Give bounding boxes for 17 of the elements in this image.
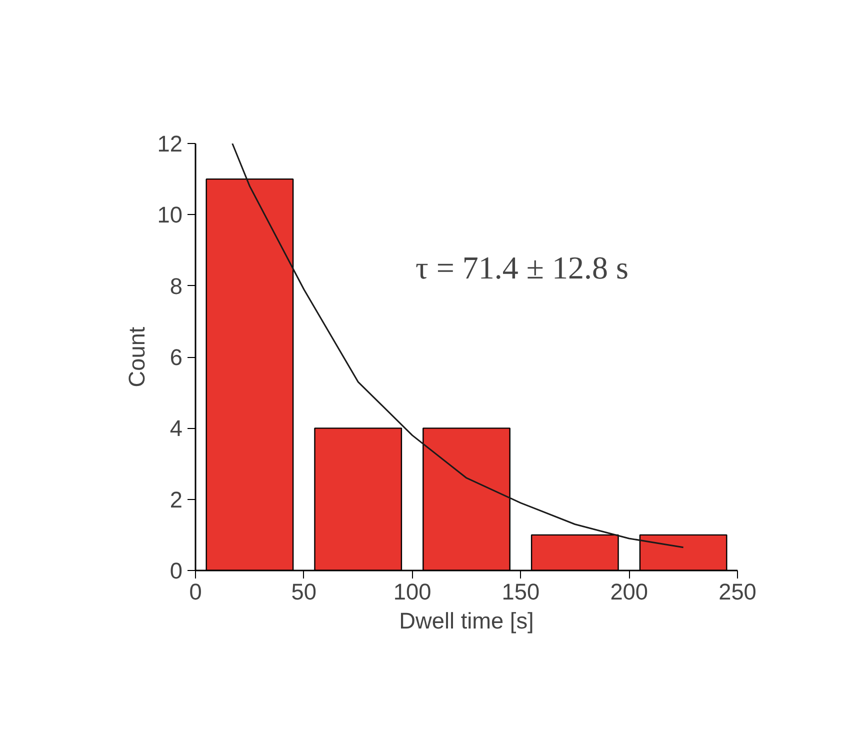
y-tick-label: 2 xyxy=(170,486,183,512)
x-tick-label: 150 xyxy=(502,578,540,604)
x-tick-label: 200 xyxy=(610,578,648,604)
x-tick-label: 250 xyxy=(718,578,756,604)
x-tick-label: 0 xyxy=(189,578,202,604)
x-tick-label: 50 xyxy=(291,578,317,604)
y-tick-label: 12 xyxy=(157,130,182,156)
y-tick-label: 10 xyxy=(157,202,182,228)
x-tick-label: 100 xyxy=(393,578,432,604)
y-tick-label: 8 xyxy=(170,272,183,299)
y-tick-label: 4 xyxy=(170,415,183,442)
line-series xyxy=(232,144,684,548)
y-axis-title: Count xyxy=(123,326,150,388)
y-tick-label: 0 xyxy=(170,558,183,584)
y-tick-label: 6 xyxy=(170,344,183,370)
annotation: τ = 71.4 ± 12.8 s xyxy=(416,250,628,286)
x-axis-title: Dwell time [s] xyxy=(399,608,534,634)
